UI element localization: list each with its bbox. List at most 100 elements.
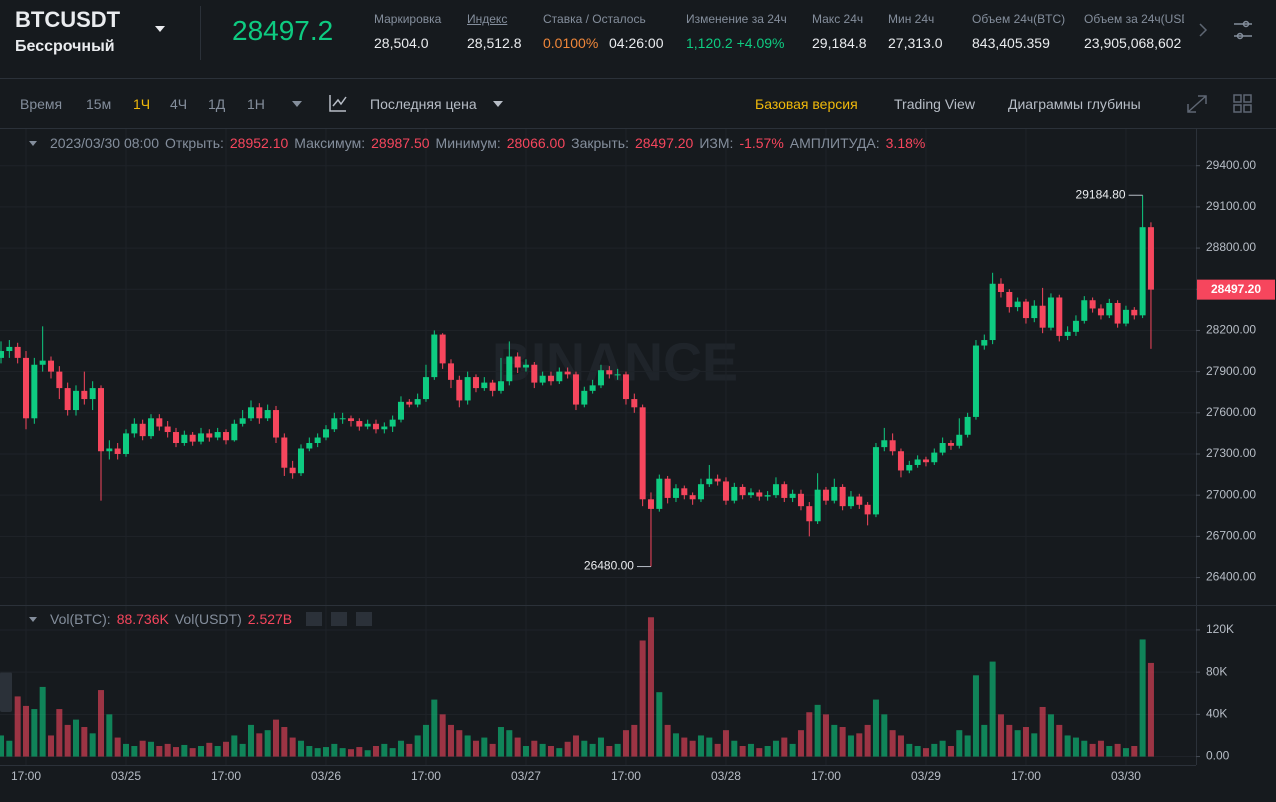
- candle-body: [681, 488, 688, 496]
- volume-bar: [972, 675, 979, 757]
- volume-bar: [539, 743, 546, 757]
- volume-bar: [481, 737, 488, 757]
- collapse-icon[interactable]: [29, 617, 37, 622]
- view-tab[interactable]: Trading View: [894, 96, 975, 112]
- volume-bar: [47, 735, 54, 757]
- x-tick-label: 17:00: [611, 769, 641, 783]
- interval[interactable]: 1Ч: [133, 96, 151, 112]
- candle-body: [272, 410, 279, 438]
- vol-icons[interactable]: [306, 612, 372, 626]
- volume-bar: [706, 737, 713, 757]
- volume-bar: [781, 737, 788, 757]
- candle-body: [856, 496, 863, 505]
- volume-bar: [889, 730, 896, 757]
- stat-label[interactable]: Индекс: [467, 12, 508, 26]
- y-tick-label: 27000.00: [1206, 487, 1256, 501]
- candle-body: [389, 419, 396, 427]
- candle-body: [289, 467, 296, 474]
- volume-bar: [897, 735, 904, 757]
- volume-bar: [739, 746, 746, 757]
- price-type[interactable]: Последняя цена: [370, 96, 477, 112]
- dropdown-icon[interactable]: [292, 101, 302, 107]
- candle-body: [1106, 302, 1113, 316]
- settings-icon[interactable]: [1234, 20, 1252, 40]
- candle-body: [489, 382, 496, 391]
- volume-bar: [789, 743, 796, 757]
- candle-body: [697, 484, 704, 500]
- interval[interactable]: 15м: [86, 96, 112, 112]
- candle-body: [506, 356, 513, 382]
- collapse-icon[interactable]: [29, 141, 37, 146]
- candle-body: [631, 399, 638, 408]
- stat-label: Мин 24ч: [888, 12, 935, 26]
- candle-body: [214, 432, 221, 438]
- candle-body: [922, 459, 929, 463]
- candle-body: [664, 478, 671, 498]
- candle-body: [497, 381, 504, 391]
- volume-bar: [939, 740, 946, 757]
- y-tick-label: 29100.00: [1206, 199, 1256, 213]
- candle-body: [339, 418, 346, 420]
- candle-body: [397, 401, 404, 420]
- volume-bar: [1131, 746, 1138, 757]
- fullscreen-icon[interactable]: [1187, 95, 1207, 113]
- scroll-right[interactable]: [1199, 23, 1208, 37]
- interval[interactable]: 4Ч: [170, 96, 188, 112]
- volume-bar: [956, 730, 963, 757]
- candle-body: [1131, 309, 1138, 316]
- candle-body: [306, 443, 313, 449]
- volume-bar: [472, 740, 479, 757]
- candle-body: [1089, 300, 1096, 309]
- side-handle[interactable]: [0, 672, 12, 712]
- volume-bar: [989, 661, 996, 757]
- volume-bar: [764, 746, 771, 757]
- volume-bar: [1139, 639, 1146, 757]
- y-tick-label: 28200.00: [1206, 323, 1256, 337]
- dropdown-icon[interactable]: [155, 26, 165, 32]
- layout-icon[interactable]: [1233, 94, 1252, 113]
- candle-body: [1139, 227, 1146, 316]
- candle-body: [231, 423, 238, 441]
- volume-bar: [356, 747, 363, 757]
- volume-bar: [614, 743, 621, 757]
- y-tick-label: 80K: [1206, 664, 1227, 678]
- interval[interactable]: 1Н: [247, 96, 265, 112]
- candle-body: [181, 434, 188, 444]
- candle-body: [56, 371, 63, 389]
- low-label: 26480.00: [584, 559, 634, 573]
- candle-body: [889, 440, 896, 452]
- contract-type: Бессрочный: [15, 38, 115, 55]
- volume-bar: [506, 730, 513, 757]
- legend-value: 88.736K: [116, 611, 169, 627]
- volume-bar: [372, 746, 379, 757]
- legend-value: 28497.20: [634, 135, 694, 151]
- candle-body: [239, 418, 246, 424]
- volume-bar: [156, 746, 163, 757]
- candle-body: [1039, 305, 1046, 328]
- volume-bar: [556, 748, 563, 757]
- volume-bar: [439, 714, 446, 757]
- candle-body: [22, 357, 29, 419]
- candle-body: [939, 443, 946, 453]
- candle-body: [947, 443, 954, 446]
- candle-body: [472, 377, 479, 389]
- volume-bar: [364, 750, 371, 757]
- legend-label: Минимум:: [435, 135, 501, 151]
- view-tab[interactable]: Базовая версия: [755, 96, 858, 112]
- indicator-icon[interactable]: [329, 95, 347, 112]
- candle-body: [356, 421, 363, 427]
- dropdown-icon[interactable]: [493, 101, 503, 107]
- symbol[interactable]: BTCUSDT: [15, 7, 121, 32]
- candle-body: [672, 488, 679, 498]
- volume-bar: [797, 730, 804, 757]
- view-tab[interactable]: Диаграммы глубины: [1008, 96, 1141, 112]
- candle-body: [164, 426, 171, 433]
- interval-label: Время: [20, 96, 63, 112]
- volume-bar: [589, 743, 596, 757]
- volume-bar: [114, 737, 121, 757]
- candle-body: [1097, 308, 1104, 316]
- interval[interactable]: 1Д: [208, 96, 226, 112]
- volume-bar: [1122, 748, 1129, 757]
